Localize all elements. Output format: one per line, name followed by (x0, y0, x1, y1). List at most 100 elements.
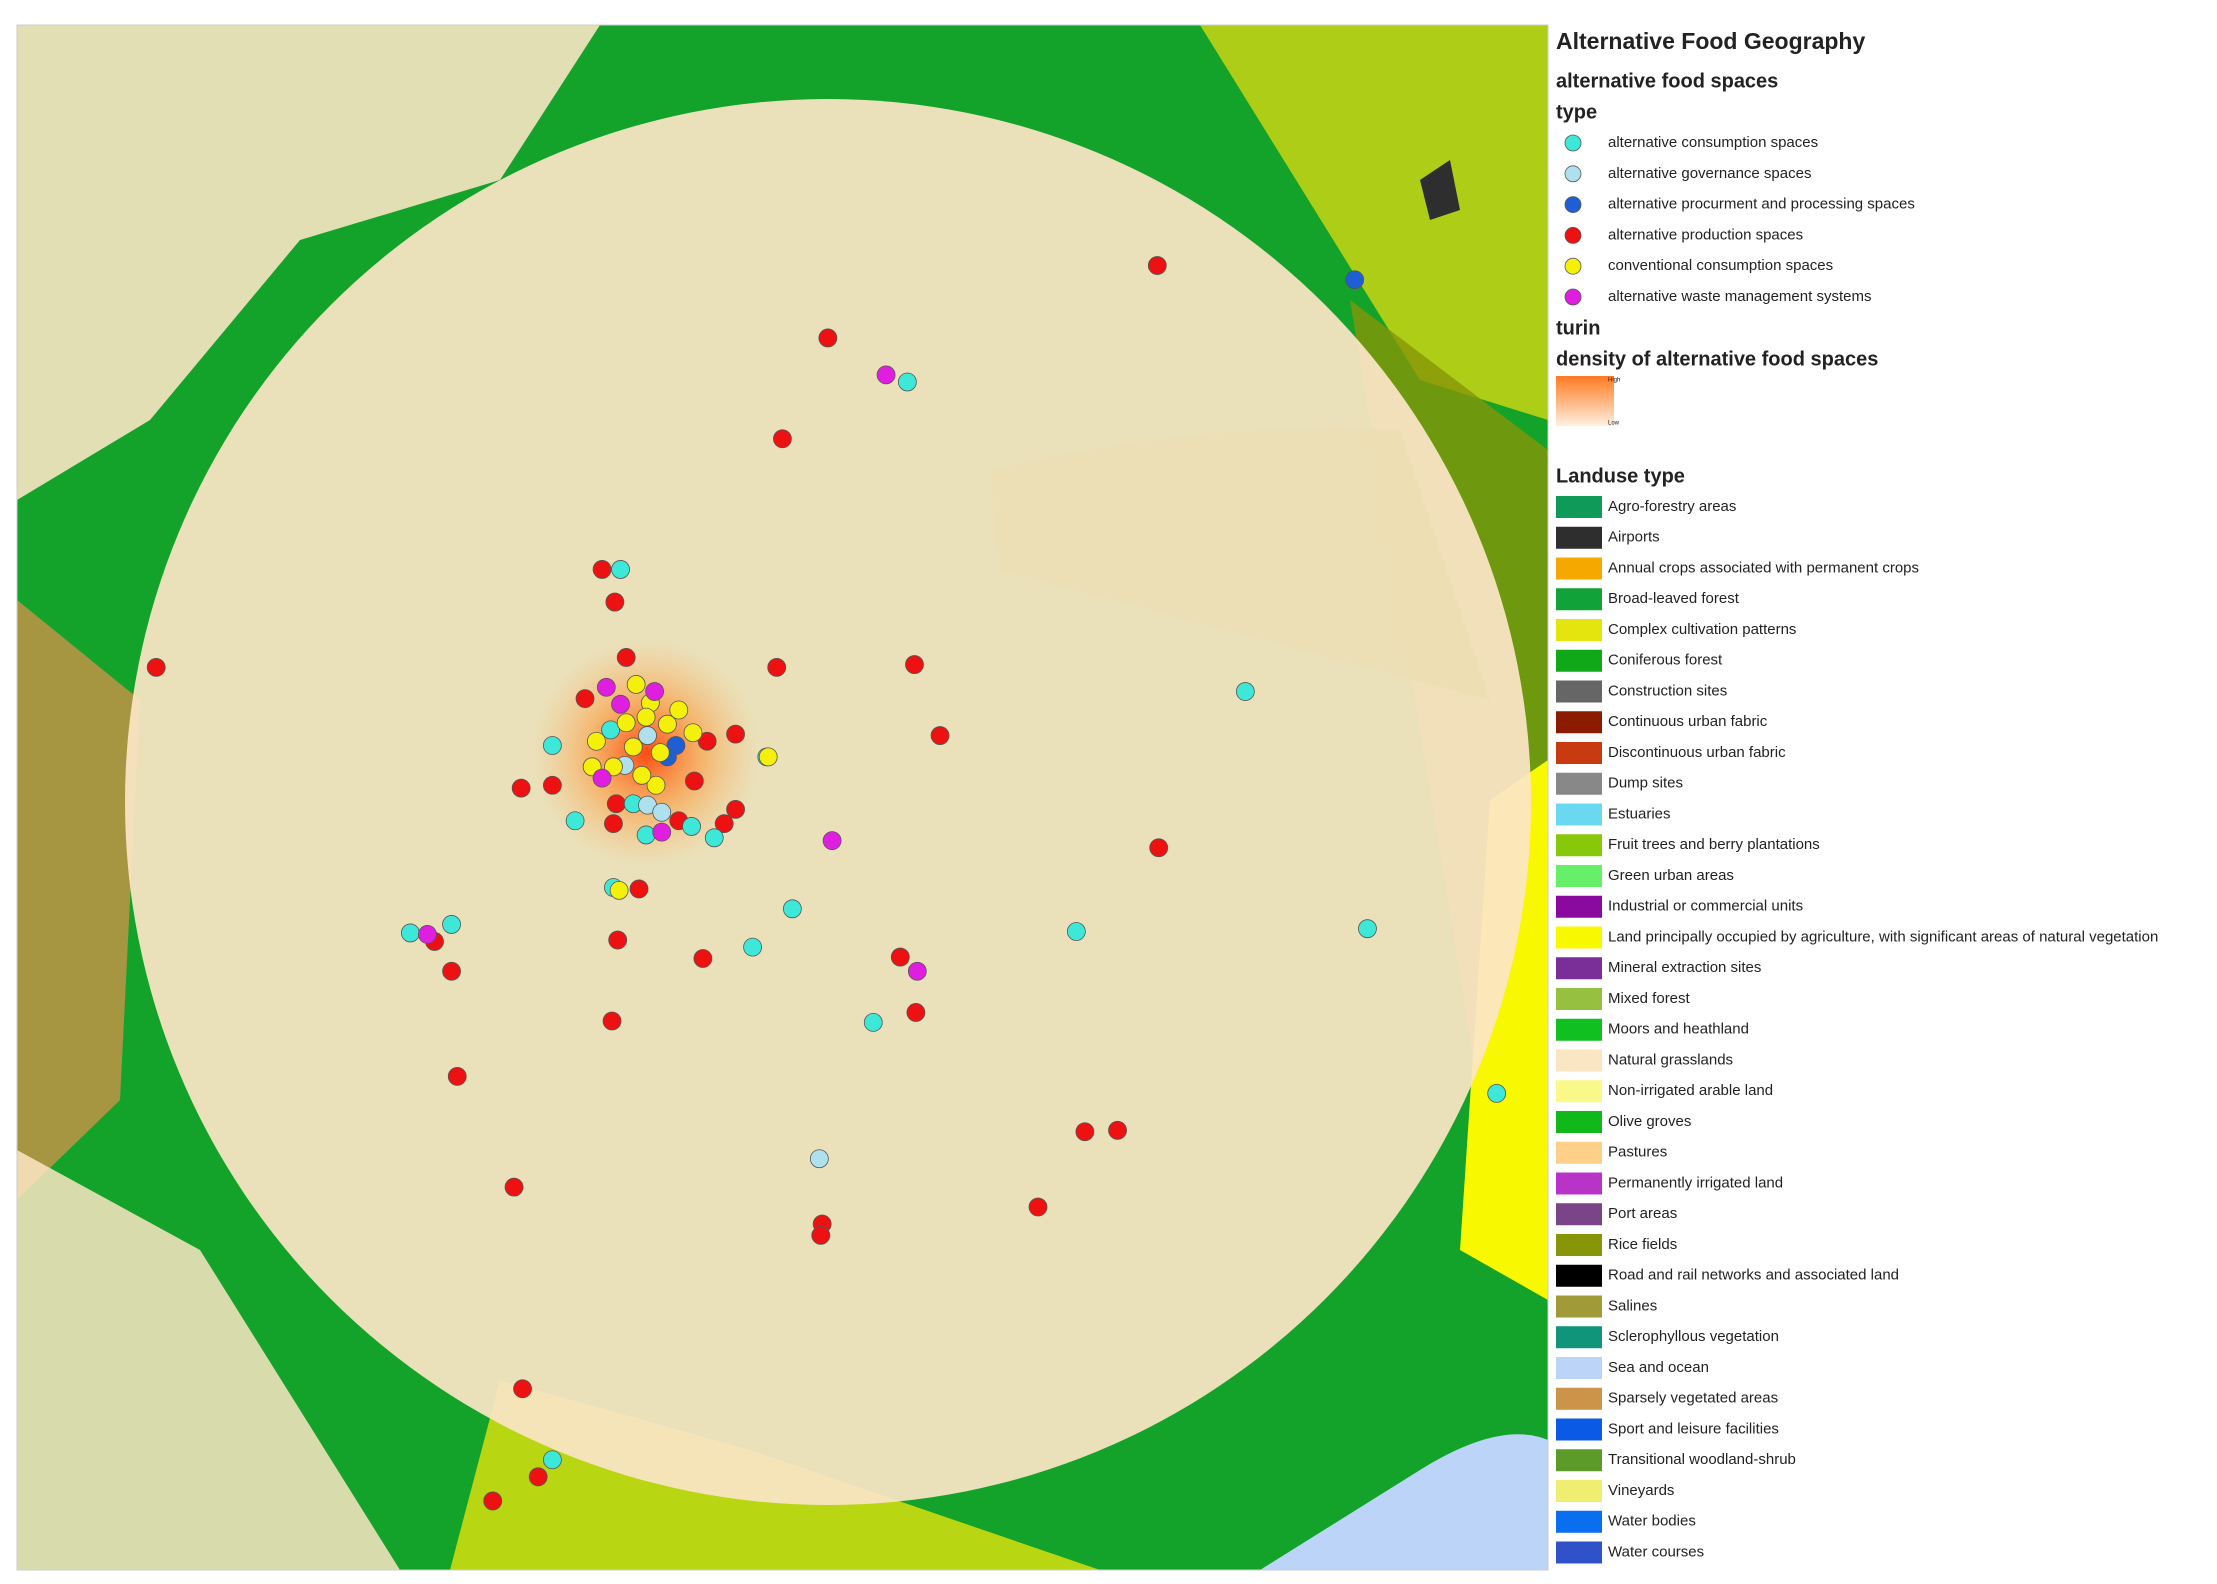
legend-label: Mixed forest (1608, 990, 1691, 1007)
food-space-point (609, 880, 629, 900)
food-space-point (513, 1379, 532, 1399)
legend-label: Industrial or commercial units (1608, 898, 1803, 915)
food-space-point (592, 560, 612, 579)
food-space-point (604, 757, 623, 777)
legend-swatch (1556, 895, 1602, 918)
legend: Alternative Food Geography alternative f… (1556, 28, 2158, 1564)
food-space-point (697, 731, 717, 751)
legend-symbol (1564, 165, 1582, 183)
food-space-point (418, 924, 437, 944)
legend-swatch (1556, 1018, 1602, 1041)
food-space-point (442, 961, 461, 981)
food-space-point (602, 1011, 622, 1031)
food-space-point (684, 771, 704, 791)
food-space-point (592, 768, 612, 788)
legend-swatch (1556, 1541, 1602, 1564)
legend-label: Fruit trees and berry plantations (1608, 836, 1820, 853)
legend-swatch (1556, 803, 1602, 826)
legend-label: Port areas (1608, 1205, 1677, 1222)
food-space-point (1487, 1084, 1507, 1103)
food-space-point (542, 1450, 562, 1470)
legend-swatch (1556, 1480, 1602, 1502)
turin-boundary (125, 99, 1531, 1505)
food-space-point (809, 1149, 829, 1169)
legend-swatch (1556, 865, 1602, 887)
food-space-point (863, 1013, 883, 1032)
food-space-point (693, 949, 713, 968)
legend-swatch (1556, 1326, 1602, 1349)
food-space-point (1149, 838, 1169, 858)
food-space-point (528, 1467, 548, 1487)
layer-subtitle: type (1556, 101, 1597, 123)
food-space-point (616, 648, 636, 667)
food-space-point (1075, 1122, 1095, 1142)
land-patch (990, 428, 1490, 700)
legend-label: Sea and ocean (1608, 1359, 1709, 1376)
food-space-point (542, 775, 562, 795)
legend-swatch (1556, 680, 1602, 703)
land-patch (17, 25, 600, 500)
legend-label: conventional consumption spaces (1608, 257, 1833, 274)
legend-label: Land principally occupied by agriculture… (1608, 928, 2158, 945)
legend-label: Construction sites (1608, 682, 1727, 699)
legend-swatch (1556, 834, 1602, 857)
food-space-point (897, 372, 917, 392)
food-space-point (714, 814, 734, 833)
food-space-point (611, 694, 630, 714)
food-space-point (669, 700, 689, 720)
legend-label: Airports (1608, 529, 1660, 546)
food-space-point (1235, 682, 1255, 701)
food-space-point (616, 713, 636, 733)
legend-label: Sport and leisure facilities (1608, 1420, 1779, 1437)
legend-label: Discontinuous urban fabric (1608, 744, 1786, 761)
legend-swatch (1556, 742, 1602, 764)
points (146, 256, 1507, 1511)
food-space-point (646, 775, 666, 795)
legend-label: alternative consumption spaces (1608, 134, 1818, 151)
legend-label: alternative procurment and processing sp… (1608, 196, 1915, 213)
food-space-point (726, 800, 745, 819)
legend-label: Natural grasslands (1608, 1051, 1733, 1068)
food-space-point (658, 714, 677, 734)
food-space-point (632, 765, 652, 785)
food-space-point (636, 707, 656, 727)
food-space-point (596, 677, 616, 697)
legend-symbol (1564, 134, 1582, 152)
food-space-point (652, 802, 672, 822)
layer-title: Landuse type (1556, 465, 1685, 487)
legend-swatch (1556, 1357, 1602, 1379)
legend-label: Dump sites (1608, 775, 1683, 792)
legend-label: Permanently irrigated land (1608, 1174, 1783, 1191)
food-space-point (1147, 256, 1167, 275)
food-space-point (758, 747, 778, 767)
legend-swatch (1556, 711, 1602, 734)
legend-swatch (1556, 1387, 1602, 1410)
legend-label: Annual crops associated with permanent c… (1608, 559, 1919, 576)
legend-swatch (1556, 1295, 1602, 1318)
legend-swatch (1556, 926, 1602, 949)
airport (1420, 160, 1460, 220)
legend-label: Rice fields (1608, 1236, 1677, 1253)
food-space-point (743, 937, 762, 957)
land-patch (17, 1150, 400, 1570)
layer-title: turin (1556, 317, 1600, 339)
food-space-point (767, 658, 787, 677)
legend-symbol (1564, 288, 1582, 306)
food-space-point (876, 365, 896, 385)
food-space-point (504, 1177, 524, 1197)
legend-label: Water bodies (1608, 1513, 1696, 1530)
legend-label: Estuaries (1608, 805, 1671, 822)
food-space-point (773, 429, 792, 449)
food-space-point (447, 1066, 467, 1086)
legend-symbol (1564, 226, 1582, 244)
legend-label: Pastures (1608, 1144, 1667, 1161)
food-space-point (587, 731, 606, 751)
legend-label: Road and rail networks and associated la… (1608, 1267, 1899, 1284)
food-space-point (638, 726, 657, 745)
legend-label: alternative production spaces (1608, 226, 1803, 243)
legend-label: Agro-forestry areas (1608, 498, 1736, 515)
legend-label: Salines (1608, 1297, 1657, 1314)
food-space-point (726, 724, 745, 744)
food-space-point (442, 915, 461, 934)
